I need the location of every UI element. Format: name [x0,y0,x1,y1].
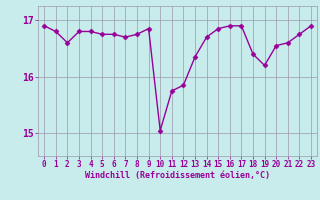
X-axis label: Windchill (Refroidissement éolien,°C): Windchill (Refroidissement éolien,°C) [85,171,270,180]
